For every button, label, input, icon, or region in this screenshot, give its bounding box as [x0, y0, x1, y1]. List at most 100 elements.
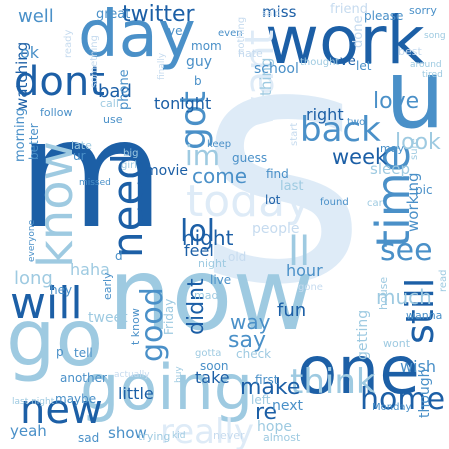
- word-trying: trying: [138, 430, 171, 443]
- word-right: right: [306, 105, 344, 124]
- word-hour: hour: [286, 261, 323, 280]
- word-start: start: [289, 122, 300, 146]
- word-big: big: [123, 148, 139, 159]
- word-haha: haha: [70, 260, 110, 279]
- word-said: said: [262, 9, 281, 19]
- word-miss: miss: [262, 3, 297, 21]
- word-last: last: [280, 179, 304, 194]
- word-school: school: [254, 61, 299, 77]
- word-please: please: [364, 9, 404, 23]
- word-friday: Friday: [162, 298, 176, 335]
- word-missed: missed: [79, 178, 111, 188]
- word-yeah: yeah: [10, 422, 47, 440]
- word-tweet: tweet: [88, 310, 128, 326]
- word-monday: Monday: [372, 402, 412, 413]
- word-d: d: [115, 249, 123, 263]
- word-back: back: [300, 110, 381, 150]
- word-one: one: [297, 332, 420, 409]
- word-tired: tired: [422, 70, 443, 80]
- word-now: now: [108, 236, 315, 353]
- word-night: night: [182, 226, 234, 250]
- word-found: found: [320, 197, 349, 208]
- word-wish: wish: [400, 357, 437, 376]
- word-wanna: wanna: [406, 309, 443, 322]
- word-ve: ve: [340, 54, 356, 69]
- word-bad: bad: [98, 81, 132, 102]
- word-actually: actually: [114, 370, 150, 380]
- word-mom: mom: [191, 39, 222, 53]
- word-done: done: [351, 15, 366, 48]
- word-let: let: [356, 59, 372, 73]
- word-fun: fun: [277, 300, 307, 321]
- word-house: house: [377, 276, 390, 310]
- word-best: best: [398, 45, 422, 58]
- word-almost: almost: [263, 431, 301, 444]
- word-keep: keep: [207, 139, 232, 150]
- word-made: made: [194, 289, 226, 302]
- word-great: great: [96, 7, 131, 22]
- word-hey: hey: [50, 283, 73, 297]
- word-see: see: [380, 233, 433, 268]
- word-today: today: [186, 176, 312, 227]
- word-u: u: [385, 40, 446, 150]
- word-even: even: [218, 28, 243, 39]
- word-day: day: [78, 0, 196, 72]
- word-come: come: [192, 164, 248, 188]
- word-morning: morning: [13, 107, 28, 162]
- word-b: b: [194, 74, 202, 88]
- word-new: new: [20, 387, 103, 433]
- word-think: think: [290, 362, 376, 402]
- word-much: much: [376, 285, 432, 309]
- word-week: week: [332, 145, 388, 169]
- word-left: left: [251, 393, 271, 407]
- word-say: say: [228, 328, 266, 353]
- word-early: early: [101, 272, 114, 300]
- word-show: show: [108, 424, 147, 442]
- word-lol: lol: [180, 214, 216, 249]
- word-phone: phone: [117, 69, 132, 110]
- word-guess: guess: [232, 151, 268, 165]
- word-night-small: night: [198, 257, 227, 270]
- word-hate: hate: [238, 47, 263, 60]
- word-finally: finally: [157, 52, 167, 80]
- word-go: go: [6, 294, 104, 384]
- word-check: check: [236, 347, 272, 361]
- word-another: another: [60, 371, 107, 385]
- word-sorry: sorry: [409, 4, 437, 17]
- word-first: first: [255, 373, 279, 387]
- word-ready: ready: [63, 29, 74, 58]
- word-gone: gone: [298, 282, 323, 293]
- word-ll: ll: [288, 229, 311, 275]
- word-people: people: [252, 221, 300, 237]
- word-take: take: [195, 368, 230, 387]
- word-going: going: [80, 351, 254, 424]
- word-two: two: [347, 117, 366, 128]
- word-something: something: [89, 35, 100, 88]
- word-dont: dont: [14, 59, 105, 105]
- word-well: well: [18, 6, 54, 27]
- word-ok: ok: [20, 43, 40, 62]
- word-tonight: tonight: [154, 94, 212, 113]
- word-im: im: [185, 139, 221, 172]
- word-follow: follow: [40, 106, 73, 119]
- word-m: m: [18, 88, 165, 262]
- word-home: home: [360, 382, 446, 417]
- word-thought: thought: [300, 57, 340, 68]
- word-may: may: [380, 142, 404, 155]
- word-everyone: everyone: [27, 219, 37, 262]
- word-find: find: [266, 167, 289, 181]
- word-pic: pic: [415, 183, 433, 197]
- word-long: long: [14, 268, 53, 289]
- word-t-know: t know: [129, 308, 142, 345]
- word-work: work: [265, 2, 425, 79]
- word-s: s: [196, 0, 368, 357]
- word-really: really: [160, 412, 254, 449]
- word-nothing: nothing: [236, 16, 247, 55]
- word-look: look: [395, 130, 441, 155]
- word-call: call: [100, 97, 119, 110]
- word-will: will: [10, 278, 83, 329]
- word-love: love: [373, 89, 420, 114]
- word-kid: kid: [172, 431, 186, 441]
- word-guy: guy: [186, 54, 213, 70]
- word-use: use: [103, 113, 123, 126]
